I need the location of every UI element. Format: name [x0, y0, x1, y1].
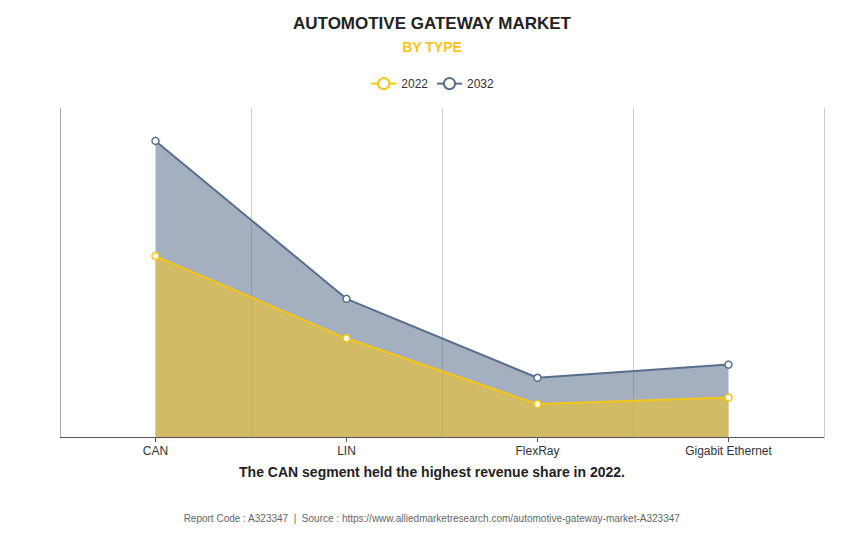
- svg-text:AUTOMOTIVE GATEWAY MARKET: AUTOMOTIVE GATEWAY MARKET: [293, 14, 572, 33]
- svg-text:Gigabit Ethernet: Gigabit Ethernet: [685, 444, 772, 458]
- svg-text:FlexRay: FlexRay: [515, 444, 559, 458]
- svg-text:2022: 2022: [401, 77, 428, 91]
- svg-text:CAN: CAN: [143, 444, 168, 458]
- svg-text:2032: 2032: [467, 77, 494, 91]
- svg-text:BY TYPE: BY TYPE: [402, 39, 462, 55]
- svg-text:LIN: LIN: [337, 444, 356, 458]
- svg-text:The CAN segment held the highe: The CAN segment held the highest revenue…: [239, 464, 625, 480]
- svg-text:Report Code : A323347 | Sour: Report Code : A323347 | Source : https:/…: [184, 513, 681, 524]
